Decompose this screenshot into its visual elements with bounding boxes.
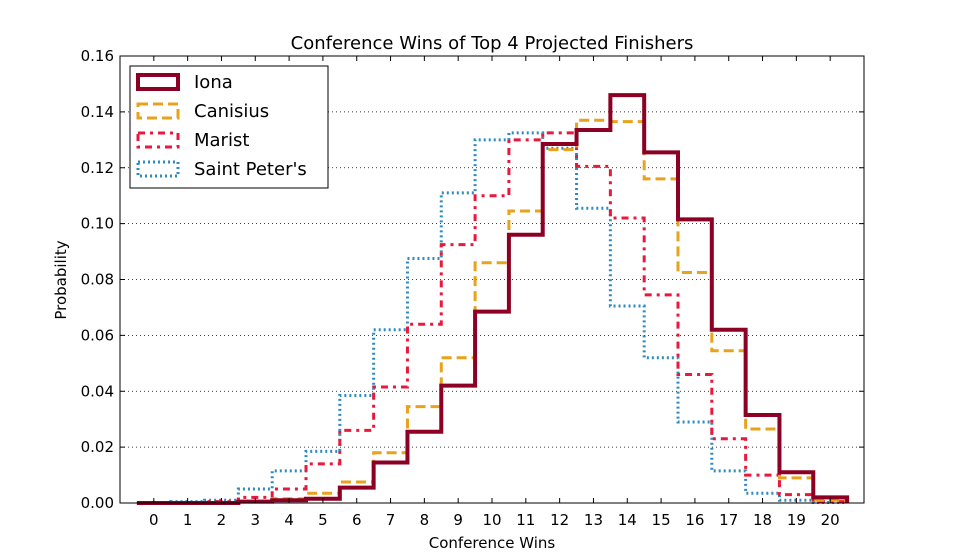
x-axis-title: Conference Wins	[429, 534, 556, 552]
y-tick-label: 0.00	[81, 494, 114, 512]
y-tick-label: 0.14	[81, 103, 114, 121]
series-layer	[136, 93, 850, 505]
x-tick-label: 5	[318, 511, 328, 529]
x-tick-label: 1	[183, 511, 193, 529]
x-tick-label: 4	[284, 511, 294, 529]
series-line-iona	[136, 93, 850, 505]
x-tick-label: 19	[787, 511, 806, 529]
x-tick-label: 15	[652, 511, 671, 529]
y-tick-label: 0.08	[81, 271, 114, 289]
x-tick-label: 17	[719, 511, 738, 529]
x-tick-label: 6	[352, 511, 362, 529]
x-tick-label: 2	[217, 511, 227, 529]
y-tick-label: 0.12	[81, 159, 114, 177]
legend-label: Canisius	[194, 101, 269, 122]
y-tick-label: 0.04	[81, 382, 114, 400]
x-tick-label: 9	[453, 511, 463, 529]
y-tick-label: 0.02	[81, 438, 114, 456]
legend-box	[129, 65, 329, 189]
x-tick-label: 8	[420, 511, 430, 529]
x-tick-label: 11	[516, 511, 535, 529]
legend-label: Saint Peter's	[194, 159, 307, 180]
legend-swatch	[136, 73, 180, 91]
legend: Iona Canisius Marist Saint Peter's	[129, 65, 329, 189]
y-axis-title: Probability	[52, 240, 70, 319]
x-tick-label: 20	[821, 511, 840, 529]
axis-ticks: 0.000.020.040.060.080.100.120.140.160 1 2 3…	[81, 47, 864, 529]
legend-label: Marist	[194, 130, 249, 151]
y-tick-label: 0.06	[81, 326, 114, 344]
x-tick-label: 13	[584, 511, 603, 529]
legend-swatch	[136, 102, 180, 120]
x-tick-label: 12	[550, 511, 569, 529]
y-tick-label: 0.16	[81, 47, 114, 65]
x-tick-label: 16	[685, 511, 704, 529]
series-line-saint-peter-s	[136, 131, 849, 505]
x-tick-label: 10	[482, 511, 501, 529]
legend-swatch	[136, 160, 180, 178]
x-tick-label: 3	[250, 511, 260, 529]
y-tick-label: 0.10	[81, 215, 114, 233]
x-tick-label: 7	[386, 511, 396, 529]
legend-label: Iona	[194, 72, 233, 93]
x-tick-label: 14	[618, 511, 637, 529]
x-tick-label: 0	[149, 511, 159, 529]
x-tick-label: 18	[753, 511, 772, 529]
legend-swatch	[136, 131, 180, 149]
chart-title: Conference Wins of Top 4 Projected Finis…	[291, 33, 694, 54]
